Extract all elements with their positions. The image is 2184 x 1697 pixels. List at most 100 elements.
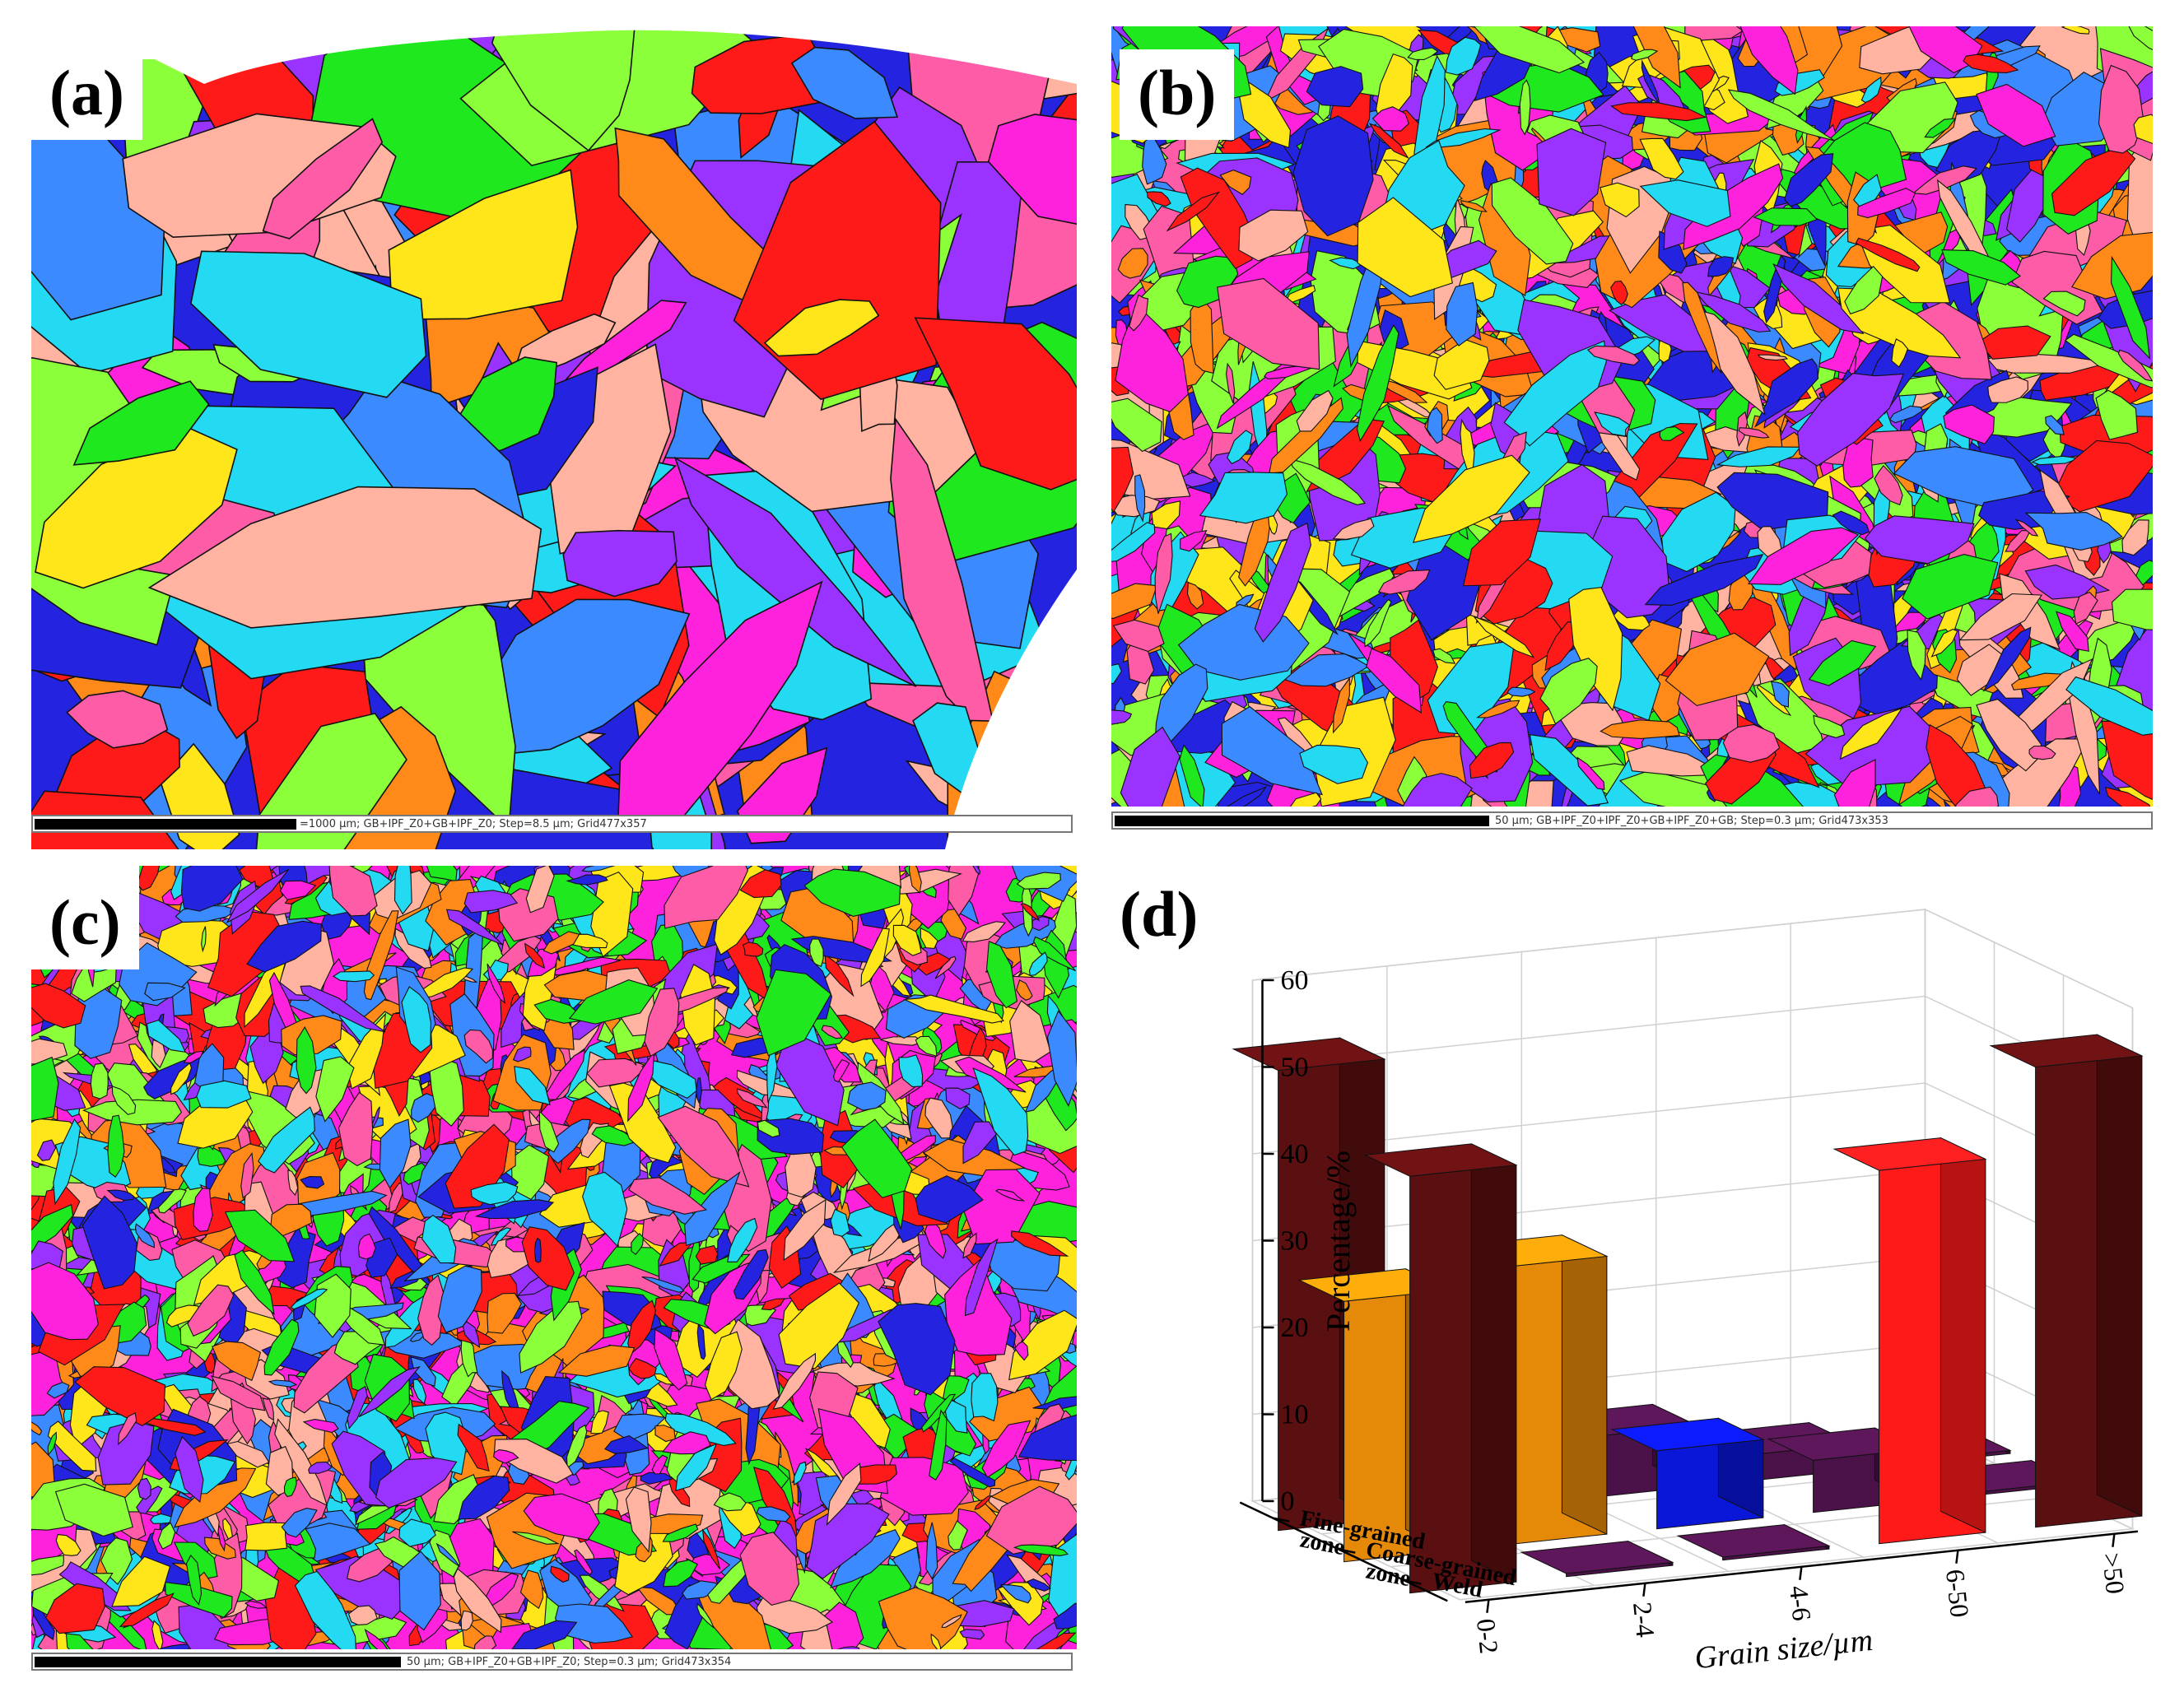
grain — [763, 299, 880, 357]
grain — [2056, 611, 2089, 652]
grain — [1641, 59, 1660, 105]
grain — [1837, 287, 1962, 359]
grain — [2133, 114, 2153, 145]
grain — [1356, 324, 1399, 443]
grain — [1888, 405, 1924, 424]
grain — [1166, 191, 1221, 232]
grain — [1478, 183, 1531, 296]
grain — [1112, 619, 1165, 653]
grain — [1506, 686, 1536, 697]
grain — [890, 417, 994, 722]
grain — [2052, 439, 2153, 513]
grain — [1857, 188, 1916, 219]
z-tick-label: 60 — [1281, 965, 1309, 996]
grain — [1460, 418, 1475, 473]
grain — [1682, 281, 1722, 374]
scalebar-a-bar — [35, 819, 296, 830]
grain — [1874, 465, 1903, 506]
grain — [1610, 102, 1707, 122]
grain — [1629, 26, 1681, 89]
x-tick — [2112, 1533, 2116, 1547]
grain — [1539, 658, 1598, 725]
grain — [1426, 407, 1443, 444]
grain — [1659, 425, 1685, 441]
x-tick — [1642, 1583, 1646, 1597]
grain — [1707, 256, 1735, 277]
grain — [1536, 128, 1607, 216]
grain — [1366, 648, 1422, 714]
grain — [1958, 593, 2043, 641]
grain — [1924, 118, 1957, 138]
z-tick-label: 0 — [1281, 1486, 1295, 1517]
z-tick-label: 20 — [1281, 1313, 1309, 1343]
ebsd-ipf-map-a — [31, 26, 1077, 849]
grain — [1299, 744, 1369, 784]
grain — [1813, 714, 1846, 738]
grain — [562, 529, 678, 597]
grain — [1665, 632, 1770, 707]
grain — [2111, 255, 2151, 360]
grain — [1111, 446, 1134, 514]
grain — [617, 580, 823, 830]
grain — [1238, 209, 1309, 262]
scalebar-c: 50 µm; GB+IPF_Z0+GB+IPF_Z0; Step=0.3 µm;… — [31, 1653, 1073, 1671]
grain — [1329, 257, 1363, 270]
grain — [1797, 373, 1905, 467]
grain — [1146, 191, 1171, 207]
grain — [1407, 47, 1439, 61]
panel-label-c: (c) — [31, 866, 139, 969]
grain — [1930, 629, 1958, 658]
x-tick-label: 6-50 — [1940, 1568, 1975, 1619]
scalebar-a-caption: =1000 µm; GB+IPF_Z0+GB+IPF_Z0; Step=8.5 … — [300, 818, 647, 830]
grain — [189, 250, 427, 398]
panel-label-a: (a) — [31, 49, 142, 140]
grain — [454, 356, 558, 457]
grain — [1600, 719, 1680, 739]
grain — [1179, 744, 1205, 807]
grain — [1912, 165, 1977, 195]
grain — [1154, 663, 1208, 744]
x-tick — [1955, 1550, 1959, 1564]
z-axis-title: Percentage/% — [1320, 1151, 1357, 1332]
z-tick-label: 10 — [1281, 1400, 1309, 1430]
grain — [1600, 182, 1640, 218]
grain — [2073, 591, 2098, 625]
grain — [2095, 389, 2139, 440]
grain-layer — [31, 26, 1077, 849]
grain — [244, 1522, 288, 1551]
grain — [72, 380, 210, 466]
grain — [1610, 280, 1628, 305]
grain — [1377, 570, 1431, 595]
grain — [1639, 179, 1731, 227]
grain — [2117, 349, 2153, 382]
grain — [1631, 49, 1659, 61]
grain — [1368, 123, 1409, 159]
grain — [1460, 200, 1488, 212]
grain — [1753, 207, 1818, 226]
grain — [1221, 705, 1323, 796]
grain — [1844, 265, 1884, 315]
grain — [1332, 518, 1375, 540]
scalebar-b-caption: 50 µm; GB+IPF_Z0+IPF_Z0+GB+IPF_Z0+GB; St… — [1495, 815, 1888, 827]
z-tick-label: 30 — [1281, 1226, 1309, 1257]
grain — [1219, 170, 1252, 195]
grain — [1446, 281, 1479, 346]
ebsd-ipf-map-c — [31, 866, 1077, 1649]
grain — [1722, 723, 1781, 763]
grain — [1736, 26, 1799, 95]
grain — [1860, 76, 1882, 104]
grain — [1855, 237, 1921, 272]
grain — [1491, 177, 1574, 265]
grain — [2014, 518, 2039, 537]
grain — [2028, 745, 2056, 760]
grain — [987, 114, 1077, 230]
grain — [914, 317, 1077, 491]
grain — [1747, 527, 1860, 585]
grain — [2128, 26, 2153, 56]
grain — [2104, 786, 2153, 807]
grain — [1586, 345, 1641, 366]
grain — [1213, 786, 1268, 807]
grain — [1588, 515, 1671, 619]
grain — [1907, 629, 1926, 681]
grain — [1977, 325, 2051, 360]
